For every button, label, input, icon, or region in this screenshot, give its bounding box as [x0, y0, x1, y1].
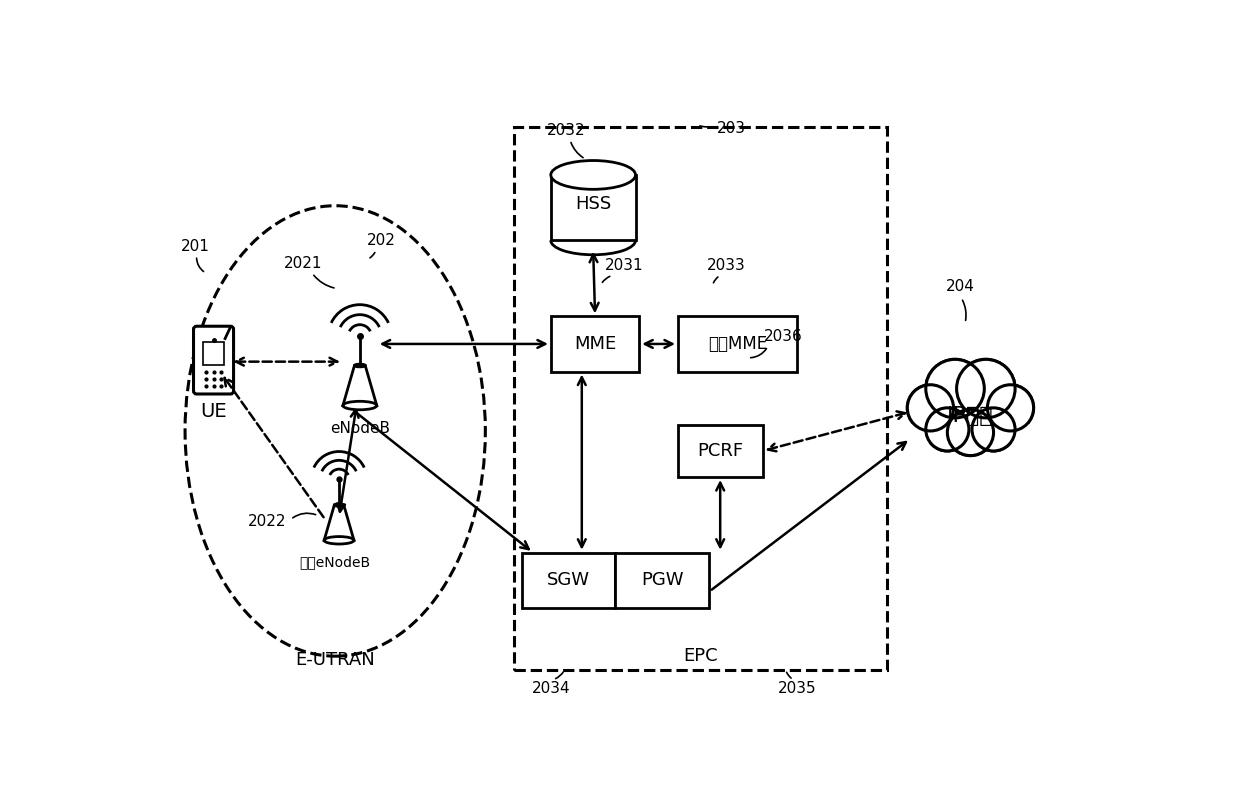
- Circle shape: [972, 408, 1016, 451]
- FancyBboxPatch shape: [193, 326, 233, 394]
- Text: EPC: EPC: [683, 646, 718, 665]
- Bar: [551, 316, 640, 372]
- Text: PGW: PGW: [641, 571, 683, 590]
- Circle shape: [926, 408, 968, 450]
- Text: 201: 201: [181, 238, 210, 254]
- Text: HSS: HSS: [575, 195, 611, 213]
- Text: 204: 204: [946, 279, 975, 294]
- Circle shape: [988, 386, 1033, 430]
- Circle shape: [956, 359, 1016, 418]
- Bar: [522, 553, 615, 608]
- Bar: [513, 126, 888, 670]
- Text: 2032: 2032: [547, 123, 585, 138]
- Text: E-UTRAN: E-UTRAN: [295, 650, 374, 669]
- Text: 2021: 2021: [284, 256, 322, 271]
- Text: 2034: 2034: [532, 682, 570, 696]
- Circle shape: [908, 386, 954, 430]
- Circle shape: [972, 408, 1014, 450]
- Ellipse shape: [335, 504, 343, 506]
- Text: 203: 203: [717, 121, 746, 136]
- Text: MME: MME: [574, 335, 616, 353]
- Polygon shape: [324, 505, 353, 540]
- Bar: [678, 316, 797, 372]
- Circle shape: [926, 408, 968, 451]
- Text: 2031: 2031: [605, 258, 644, 273]
- Circle shape: [987, 385, 1034, 431]
- Ellipse shape: [551, 161, 635, 190]
- Circle shape: [926, 360, 983, 418]
- Text: SGW: SGW: [547, 571, 590, 590]
- Circle shape: [957, 360, 1014, 418]
- Circle shape: [926, 359, 985, 418]
- Text: eNodeB: eNodeB: [330, 421, 389, 436]
- Text: IP业务: IP业务: [947, 406, 993, 426]
- Bar: [551, 175, 635, 240]
- Ellipse shape: [324, 537, 353, 544]
- Text: 2035: 2035: [777, 682, 816, 696]
- Text: 2036: 2036: [764, 329, 802, 344]
- Circle shape: [947, 410, 993, 455]
- Polygon shape: [343, 366, 377, 406]
- Bar: [911, 411, 1029, 443]
- Circle shape: [908, 385, 954, 431]
- Bar: [203, 342, 224, 365]
- Bar: [678, 425, 763, 477]
- Ellipse shape: [355, 364, 366, 367]
- Text: 202: 202: [367, 234, 396, 248]
- Bar: [615, 553, 709, 608]
- Text: 2033: 2033: [707, 258, 745, 273]
- Text: 2022: 2022: [248, 514, 286, 529]
- Bar: [910, 410, 1030, 445]
- Text: 其它eNodeB: 其它eNodeB: [300, 556, 371, 570]
- Ellipse shape: [343, 402, 377, 410]
- Text: UE: UE: [200, 402, 227, 421]
- Text: PCRF: PCRF: [697, 442, 743, 460]
- Text: 其它MME: 其它MME: [708, 335, 768, 353]
- Circle shape: [947, 410, 993, 455]
